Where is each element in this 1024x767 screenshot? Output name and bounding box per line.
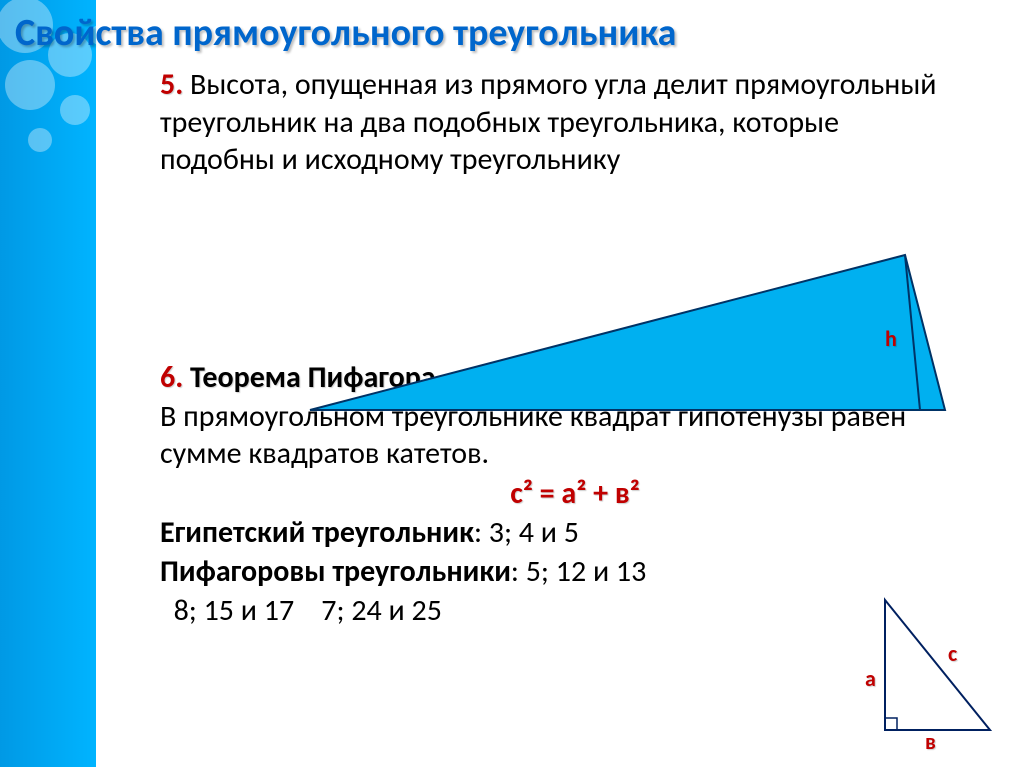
- egyptian-triangle-line: Египетский треугольник: 3; 4 и 5: [110, 514, 994, 551]
- prop6-number: 6.: [160, 359, 183, 396]
- side-c-label: с: [948, 640, 957, 667]
- pythagorean-triples-line: Пифагоровы треугольники: 5; 12 и 13: [110, 553, 994, 590]
- egypt-values: : 3; 4 и 5: [474, 514, 579, 551]
- side-b-label: в: [925, 728, 936, 755]
- extra-triples: 8; 15 и 17 7; 24 и 25: [110, 592, 994, 629]
- pythagoras-formula: с² = а² + в²: [110, 475, 990, 512]
- triangle-diagram-2: а в с: [870, 590, 1010, 750]
- property-5: 5. Высота, опущенная из прямого угла дел…: [110, 66, 960, 179]
- pyth-values: : 5; 12 и 13: [511, 553, 646, 590]
- slide-title: Свойства прямоугольного треугольника: [15, 10, 994, 56]
- height-label: h: [885, 325, 897, 352]
- egypt-label: Египетский треугольник: [160, 514, 474, 551]
- triangle-diagram-1: h: [305, 245, 955, 425]
- side-a-label: а: [865, 665, 876, 692]
- prop5-number: 5.: [160, 66, 183, 103]
- prop5-text: Высота, опущенная из прямого угла делит …: [160, 66, 937, 178]
- pyth-label: Пифагоровы треугольники: [160, 553, 511, 590]
